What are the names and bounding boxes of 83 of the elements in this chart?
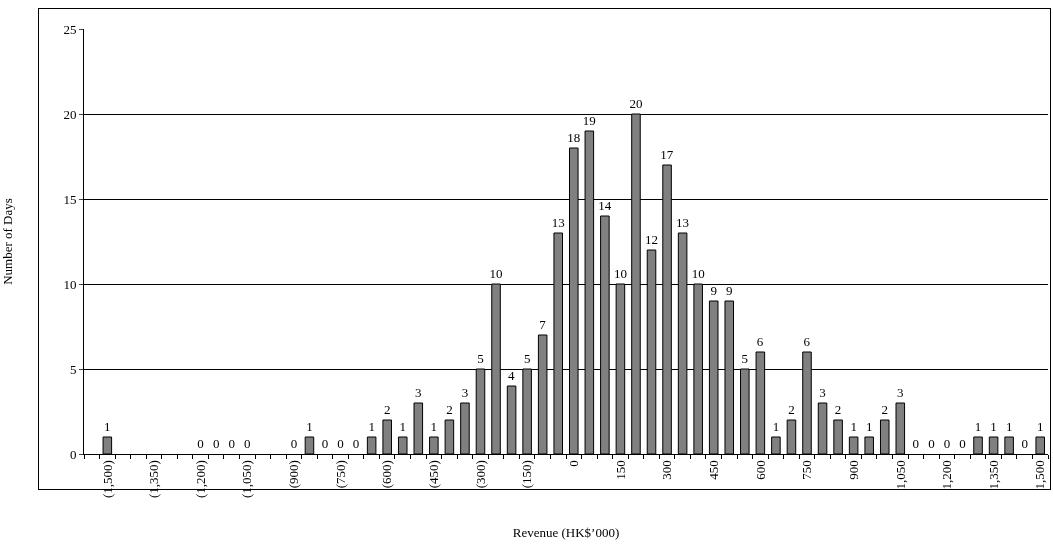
y-tick-label: 15: [63, 191, 77, 207]
x-tick-label: (1,200): [192, 460, 208, 499]
data-label: 2: [788, 402, 795, 417]
x-tick-label: (150): [519, 460, 535, 489]
data-label: 10: [613, 266, 627, 281]
data-label: 10: [691, 266, 705, 281]
data-label: 1: [990, 419, 997, 434]
x-tick-label: 900: [845, 460, 861, 480]
y-tick-label: 20: [63, 106, 77, 122]
x-tick-label: 1,500: [1032, 460, 1048, 490]
x-tick-label: (300): [472, 460, 488, 489]
data-label: 1: [865, 419, 873, 434]
data-label: 1: [104, 419, 111, 434]
data-label: 0: [943, 436, 951, 451]
data-label: 18: [567, 130, 581, 145]
data-label: 7: [539, 317, 547, 332]
data-label: 0: [1021, 436, 1028, 451]
data-label: 3: [819, 385, 826, 400]
data-label: 5: [741, 351, 749, 366]
data-label: 5: [477, 351, 484, 366]
x-tick-label: (750): [332, 460, 348, 489]
x-tick-label: (1,050): [239, 460, 255, 499]
x-tick-label: (450): [426, 460, 442, 489]
data-label: 3: [461, 385, 469, 400]
data-label: 0: [352, 436, 360, 451]
data-label: 1: [850, 419, 857, 434]
x-tick-label: 0: [565, 460, 581, 467]
x-axis-title: Revenue (HK$’000): [512, 524, 620, 540]
data-label: 10: [489, 266, 503, 281]
y-tick-label: 25: [63, 21, 77, 37]
data-label: 0: [959, 436, 966, 451]
x-tick-label: 450: [705, 460, 721, 480]
data-label: 3: [415, 385, 422, 400]
data-label: 1: [368, 419, 375, 434]
data-label: 17: [660, 147, 674, 162]
data-label: 6: [756, 334, 764, 349]
data-label: 0: [228, 436, 235, 451]
data-label: 2: [881, 402, 888, 417]
data-label: 9: [710, 283, 717, 298]
x-tick-label: (1,350): [146, 460, 162, 499]
data-label: 5: [523, 351, 531, 366]
data-label: 0: [928, 436, 935, 451]
data-label: 13: [676, 215, 690, 230]
x-tick-label: 150: [612, 460, 628, 480]
data-label: 2: [446, 402, 453, 417]
data-label: 1: [1005, 419, 1013, 434]
data-label: 1: [1036, 419, 1044, 434]
data-label: 0: [197, 436, 204, 451]
x-tick-label: 1,350: [985, 460, 1001, 490]
data-label: 2: [383, 402, 391, 417]
data-label: 20: [629, 96, 643, 111]
x-tick-label: 300: [659, 460, 675, 480]
data-label: 4: [508, 368, 516, 383]
data-label: 1: [430, 419, 438, 434]
data-label: 14: [598, 198, 612, 213]
data-label: 6: [803, 334, 811, 349]
y-tick-label: 5: [69, 361, 77, 377]
data-label: 3: [897, 385, 904, 400]
data-label: 0: [212, 436, 220, 451]
data-label: 0: [290, 436, 298, 451]
data-label: 9: [726, 283, 733, 298]
data-label: 1: [772, 419, 780, 434]
data-label: 0: [912, 436, 920, 451]
data-label: 0: [337, 436, 344, 451]
data-label: 1: [306, 419, 313, 434]
data-label: 12: [645, 232, 659, 247]
x-tick-label: 1,050: [892, 460, 908, 490]
x-tick-label: (600): [379, 460, 395, 489]
x-tick-label: 1,200: [939, 460, 955, 490]
x-tick-label: 750: [799, 460, 815, 480]
data-label: 13: [551, 215, 565, 230]
x-tick-label: (1,500): [99, 460, 115, 499]
x-tick-label: 600: [752, 460, 768, 480]
data-label: 0: [244, 436, 251, 451]
data-label: 2: [834, 402, 842, 417]
data-label: 1: [399, 419, 406, 434]
data-label: 0: [321, 436, 329, 451]
data-label: 19: [582, 113, 596, 128]
x-tick-label: (900): [286, 460, 302, 489]
data-label: 1: [974, 419, 982, 434]
y-tick-label: 0: [69, 446, 77, 462]
y-tick-label: 10: [63, 276, 77, 292]
y-axis-title: Number of Days: [0, 198, 15, 285]
